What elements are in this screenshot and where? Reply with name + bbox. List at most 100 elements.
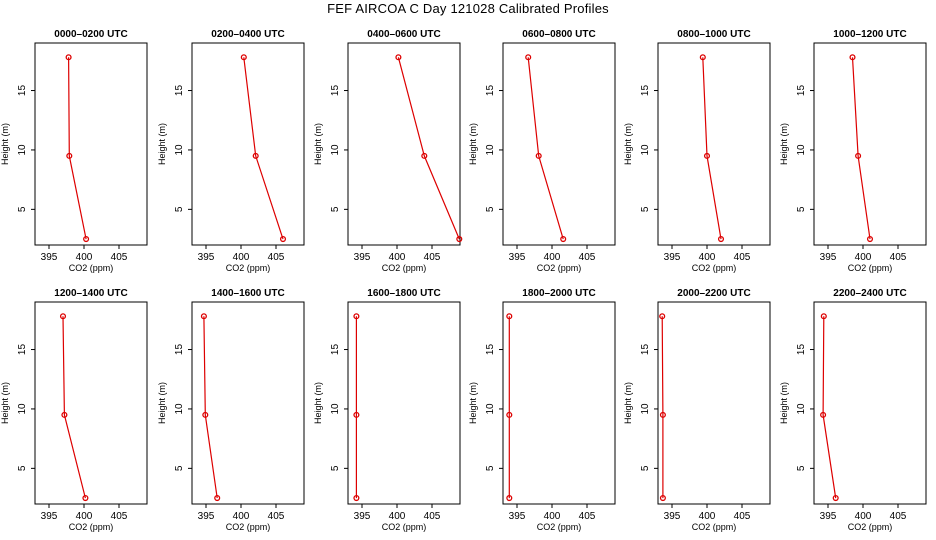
y-tick-label: 10	[17, 144, 28, 156]
y-tick-label: 10	[485, 144, 496, 156]
data-point	[849, 54, 856, 61]
y-tick-label: 15	[330, 344, 341, 356]
panel-title: 0000–0200 UTC	[54, 29, 127, 40]
data-point	[506, 411, 513, 418]
x-tick-label: 405	[579, 511, 596, 522]
x-tick-label: 400	[389, 511, 406, 522]
plot-frame	[502, 301, 616, 505]
data-point	[59, 313, 67, 320]
x-tick-label: 400	[233, 252, 250, 263]
y-tick-label: 15	[330, 85, 341, 97]
y-axis-label: Height (m)	[0, 382, 10, 424]
data-point	[252, 152, 259, 159]
x-tick-label: 400	[699, 252, 716, 263]
x-tick-label: 405	[890, 511, 907, 522]
data-point	[535, 152, 542, 159]
y-tick-label: 5	[640, 206, 651, 212]
y-tick-label: 15	[640, 85, 651, 97]
x-axis-label: CO2 (ppm)	[692, 263, 737, 273]
data-point	[353, 313, 360, 320]
x-axis-label: CO2 (ppm)	[226, 522, 271, 532]
y-tick-label: 10	[17, 403, 28, 415]
x-tick-label: 400	[233, 511, 250, 522]
plot-frame	[191, 301, 305, 505]
data-point	[214, 495, 221, 502]
data-point	[240, 54, 247, 61]
x-tick-label: 400	[544, 252, 561, 263]
data-point	[82, 495, 89, 502]
x-tick-label: 405	[111, 511, 128, 522]
x-axis-label: CO2 (ppm)	[692, 522, 737, 532]
y-tick-label: 10	[330, 144, 341, 156]
x-tick-label: 395	[664, 252, 681, 263]
x-axis-label: CO2 (ppm)	[382, 263, 427, 273]
y-axis-label: Height (m)	[779, 123, 789, 165]
x-tick-label: 395	[41, 252, 58, 263]
x-tick-label: 400	[76, 511, 93, 522]
y-tick-label: 5	[330, 206, 341, 212]
x-tick-label: 395	[198, 511, 215, 522]
y-axis-label: Height (m)	[0, 123, 10, 165]
profile-line	[203, 316, 218, 499]
panel-title: 0400–0600 UTC	[367, 29, 440, 40]
x-tick-label: 395	[354, 252, 371, 263]
data-point	[506, 313, 513, 320]
y-tick-label: 15	[796, 344, 807, 356]
data-point	[395, 54, 402, 61]
y-tick-label: 5	[485, 465, 496, 471]
x-tick-label: 400	[699, 511, 716, 522]
y-tick-label: 10	[796, 144, 807, 156]
x-tick-label: 395	[820, 252, 837, 263]
data-point	[832, 495, 839, 502]
x-tick-label: 395	[509, 252, 526, 263]
y-axis-label: Height (m)	[313, 382, 323, 424]
x-axis-label: CO2 (ppm)	[537, 263, 582, 273]
x-tick-label: 395	[664, 511, 681, 522]
data-point	[717, 236, 725, 243]
x-tick-label: 405	[268, 511, 285, 522]
x-tick-label: 400	[76, 252, 93, 263]
y-axis-label: Height (m)	[157, 123, 167, 165]
x-tick-label: 405	[734, 252, 751, 263]
data-point	[65, 54, 72, 61]
x-tick-label: 405	[111, 252, 128, 263]
y-tick-label: 15	[485, 85, 496, 97]
y-axis-label: Height (m)	[779, 382, 789, 424]
panel-title: 2000–2200 UTC	[677, 288, 750, 299]
y-tick-label: 10	[796, 403, 807, 415]
y-axis-label: Height (m)	[623, 382, 633, 424]
profile-line	[702, 57, 722, 240]
x-tick-label: 405	[579, 252, 596, 263]
panel-title: 2200–2400 UTC	[833, 288, 906, 299]
y-tick-label: 5	[174, 206, 185, 212]
profile-line	[397, 57, 460, 240]
profile-line	[851, 57, 871, 240]
y-tick-label: 5	[17, 465, 28, 471]
panel-title: 1000–1200 UTC	[833, 29, 906, 40]
plot-frame	[34, 301, 148, 505]
x-tick-label: 400	[855, 252, 872, 263]
data-point	[855, 152, 862, 159]
y-tick-label: 5	[17, 206, 28, 212]
plot-frame	[191, 42, 305, 246]
data-point	[703, 152, 711, 159]
y-axis-label: Height (m)	[468, 382, 478, 424]
plot-frame	[657, 42, 771, 246]
profile-line	[661, 316, 664, 499]
plot-frame	[347, 301, 461, 505]
x-tick-label: 395	[354, 511, 371, 522]
x-tick-label: 400	[389, 252, 406, 263]
data-point	[202, 411, 209, 418]
x-tick-label: 405	[268, 252, 285, 263]
x-tick-label: 395	[41, 511, 58, 522]
profile-line	[822, 316, 837, 499]
panel-title: 1600–1800 UTC	[367, 288, 440, 299]
panel-title: 0200–0400 UTC	[211, 29, 284, 40]
data-point	[61, 411, 68, 418]
